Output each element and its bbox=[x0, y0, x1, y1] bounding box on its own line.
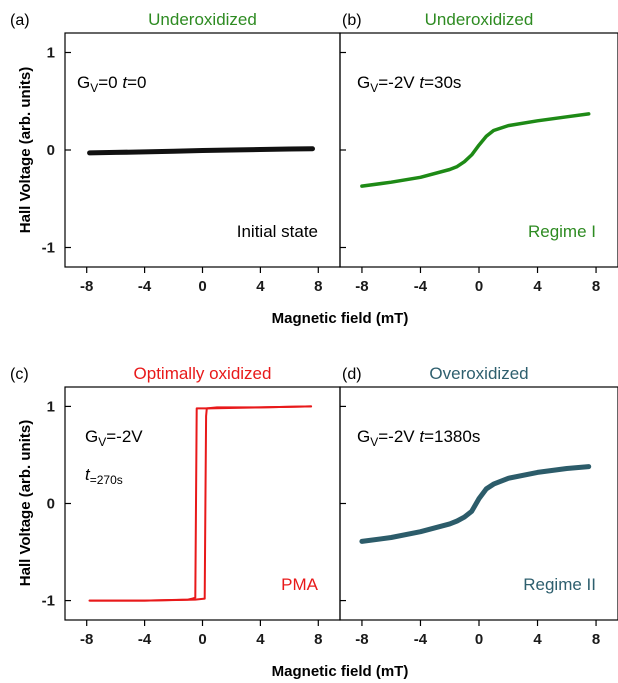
panel-letter: (c) bbox=[10, 366, 29, 383]
panel-letter: (d) bbox=[342, 366, 362, 383]
parameter-label: GV=-2V t=1380s bbox=[357, 427, 480, 449]
parameter-part: =-2V bbox=[378, 73, 419, 92]
x-tick-label: -4 bbox=[414, 278, 428, 295]
parameter-label: t=270s bbox=[85, 465, 123, 487]
y-tick-label: -1 bbox=[42, 240, 55, 257]
y-tick-label: 0 bbox=[47, 496, 55, 513]
y-tick-label: 1 bbox=[47, 45, 55, 62]
parameter-part: G bbox=[85, 427, 98, 446]
state-label: PMA bbox=[281, 575, 319, 594]
x-tick-label: 8 bbox=[592, 278, 600, 295]
state-label: Initial state bbox=[237, 222, 318, 241]
panel-b: -8 -4 0 4 8 (b) Underoxidized GV=-2V t=30s Regim… bbox=[339, 10, 618, 295]
parameter-part: =-2V bbox=[106, 427, 143, 446]
x-tick-label: -8 bbox=[355, 278, 368, 295]
parameter-part: t bbox=[85, 465, 91, 484]
parameter-part: =0 bbox=[127, 73, 146, 92]
x-tick-label: -8 bbox=[355, 631, 368, 648]
state-label: Regime II bbox=[523, 575, 596, 594]
y-axis-title: Hall Voltage (arb. units) bbox=[17, 420, 34, 586]
panel-title: Underoxidized bbox=[425, 10, 534, 29]
y-tick-label: -1 bbox=[42, 593, 55, 610]
parameter-part: V bbox=[98, 435, 106, 449]
x-tick-label: 8 bbox=[592, 631, 600, 648]
series-line-0 bbox=[87, 146, 315, 156]
series-line-0 bbox=[360, 112, 591, 188]
parameter-part: G bbox=[357, 427, 370, 446]
panel-title: Underoxidized bbox=[148, 10, 257, 29]
x-tick-label: 4 bbox=[533, 631, 542, 648]
parameter-part: =270s bbox=[90, 473, 123, 487]
parameter-part: =1380s bbox=[424, 427, 480, 446]
state-label: Regime I bbox=[528, 222, 596, 241]
parameter-part: G bbox=[357, 73, 370, 92]
x-tick-label: 0 bbox=[475, 278, 483, 295]
panel-d: -8 -4 0 4 8 (d) Overoxidized GV=-2V t=1380s Regi… bbox=[339, 364, 618, 648]
x-tick-label: 0 bbox=[475, 631, 483, 648]
series-line-0 bbox=[359, 464, 592, 544]
y-axis-title: Hall Voltage (arb. units) bbox=[17, 67, 34, 233]
panel-title: Optimally oxidized bbox=[134, 364, 272, 383]
x-tick-label: 0 bbox=[198, 631, 206, 648]
y-tick-label: 1 bbox=[47, 398, 55, 415]
x-tick-label: -8 bbox=[80, 278, 93, 295]
x-tick-label: -4 bbox=[138, 278, 152, 295]
x-tick-label: -4 bbox=[138, 631, 152, 648]
x-axis-title: Magnetic field (mT) bbox=[272, 310, 409, 327]
series-line-1 bbox=[88, 405, 313, 602]
panel-letter: (a) bbox=[10, 12, 30, 29]
parameter-label: GV=-2V t=30s bbox=[357, 73, 461, 95]
x-tick-label: 4 bbox=[533, 278, 542, 295]
parameter-label: GV=0 t=0 bbox=[77, 73, 146, 95]
parameter-part: t bbox=[122, 73, 128, 92]
x-tick-label: 8 bbox=[314, 631, 322, 648]
y-tick-label: 0 bbox=[47, 142, 55, 159]
parameter-part: V bbox=[90, 81, 98, 95]
x-tick-label: 8 bbox=[314, 278, 322, 295]
parameter-part: V bbox=[370, 435, 378, 449]
parameter-part: V bbox=[370, 81, 378, 95]
parameter-part: =-2V bbox=[378, 427, 419, 446]
parameter-part: t bbox=[419, 427, 425, 446]
x-tick-label: 4 bbox=[256, 278, 265, 295]
x-tick-label: -8 bbox=[80, 631, 93, 648]
panel-c: -8 -4 0 4 8-101(c) Optimally oxidizedGV=-2Vt=… bbox=[10, 364, 341, 648]
panel-letter: (b) bbox=[342, 12, 362, 29]
x-tick-label: -4 bbox=[414, 631, 428, 648]
parameter-part: G bbox=[77, 73, 90, 92]
parameter-part: t bbox=[419, 73, 425, 92]
parameter-label: GV=-2V bbox=[85, 427, 143, 449]
panel-title: Overoxidized bbox=[429, 364, 528, 383]
parameter-part: =30s bbox=[424, 73, 461, 92]
x-tick-label: 4 bbox=[256, 631, 265, 648]
x-tick-label: 0 bbox=[198, 278, 206, 295]
parameter-part: =0 bbox=[98, 73, 122, 92]
x-axis-title: Magnetic field (mT) bbox=[272, 663, 409, 680]
